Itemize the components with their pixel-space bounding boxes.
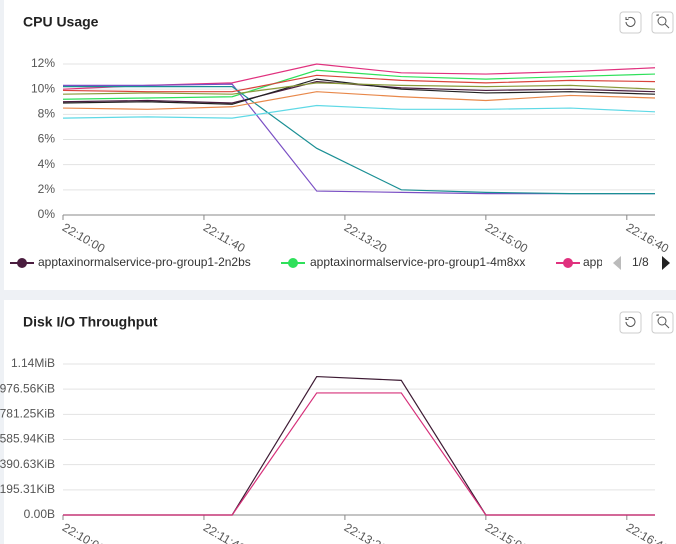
- legend-label: apptaxinormalservice-pro-group1-2n2bs: [38, 255, 251, 269]
- legend-label: app: [583, 255, 603, 269]
- y-tick-label: 0%: [38, 207, 56, 221]
- legend-swatch: [17, 258, 27, 268]
- zoom-button[interactable]: [651, 311, 674, 334]
- legend-page: 1/8: [632, 255, 649, 269]
- legend-label: apptaxinormalservice-pro-group1-4m8xx: [310, 255, 525, 269]
- legend-swatch: [288, 258, 298, 268]
- panel: [4, 300, 676, 544]
- refresh-button[interactable]: [619, 311, 642, 334]
- y-tick-label: 10%: [31, 81, 55, 95]
- y-tick-label: 1.14MiB: [11, 356, 55, 370]
- legend-prev[interactable]: [613, 256, 621, 270]
- y-tick-label: 781.25KiB: [0, 407, 55, 421]
- series-line: [63, 392, 655, 516]
- refresh-button[interactable]: [619, 11, 642, 34]
- legend-next[interactable]: [662, 256, 670, 270]
- y-tick-label: 2%: [38, 182, 56, 196]
- series-line: [62, 104, 656, 119]
- y-tick-label: 4%: [38, 157, 56, 171]
- y-tick-label: 195.31KiB: [0, 482, 55, 496]
- y-tick-label: 390.63KiB: [0, 457, 55, 471]
- y-tick-label: 6%: [38, 132, 56, 146]
- panel-title: CPU Usage: [23, 14, 99, 30]
- legend: apptaxinormalservice-pro-group1-2n2bs app…: [10, 255, 603, 269]
- series-line: [63, 86, 655, 195]
- y-tick-label: 8%: [38, 107, 56, 121]
- y-tick-label: 585.94KiB: [0, 432, 55, 446]
- series-line: [62, 82, 656, 95]
- y-tick-label: 0.00B: [24, 507, 55, 521]
- series-line: [62, 81, 656, 104]
- series-line: [62, 69, 656, 100]
- legend-swatch: [563, 258, 573, 268]
- zoom-button[interactable]: [651, 11, 674, 34]
- series-line: [62, 74, 656, 93]
- panel-title: Disk I/O Throughput: [23, 314, 158, 330]
- y-tick-label: 12%: [31, 56, 55, 70]
- series-line: [62, 91, 656, 110]
- panel: [4, 0, 676, 290]
- y-tick-label: 976.56KiB: [0, 381, 55, 395]
